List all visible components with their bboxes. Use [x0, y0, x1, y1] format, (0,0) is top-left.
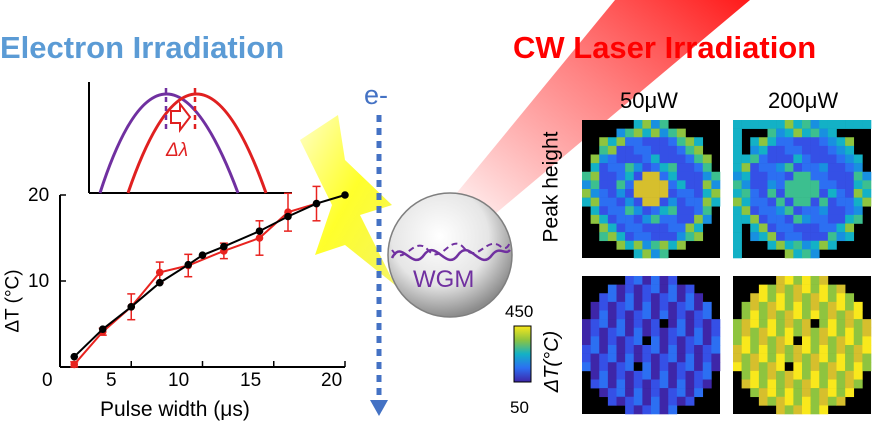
data-point [198, 251, 207, 259]
x-tick-label: 15 [240, 370, 262, 391]
map-col-label-50uw: 50μW [620, 88, 678, 113]
laser-title: CW Laser Irradiation [513, 30, 817, 65]
data-point [220, 242, 228, 251]
electron-title: Electron Irradiation [0, 30, 285, 65]
colorbar-max-label: 450 [505, 302, 534, 321]
inset-shift-label: Δλ [166, 140, 189, 161]
heatmap-peak-50uw [582, 120, 721, 259]
data-point [284, 212, 292, 221]
data-point [127, 303, 136, 311]
inset-purple-peak [98, 92, 240, 194]
x-axis-label: Pulse width (μs) [100, 398, 250, 421]
data-point [255, 234, 264, 242]
heatmap-grid [582, 120, 872, 415]
heatmap-temp-200uw [733, 276, 872, 415]
x-tick-label: 20 [321, 370, 343, 391]
data-point [312, 199, 321, 208]
x-tick-label: 10 [168, 370, 190, 391]
data-point [70, 352, 79, 361]
wgm-resonator [387, 192, 513, 318]
data-point [341, 191, 349, 199]
data-point [98, 325, 107, 333]
wgm-label: WGM [413, 266, 475, 293]
wgm-mode-dashed [391, 241, 511, 257]
temperature-chart [59, 185, 349, 369]
heatmap-peak-200uw [733, 120, 872, 259]
electron-beam-arrowhead [370, 400, 388, 416]
series-line [73, 194, 346, 358]
y-tick-label: 10 [28, 271, 50, 292]
data-point [255, 227, 264, 235]
data-point [70, 360, 79, 369]
data-point [155, 278, 164, 287]
inset-shift-arrow [170, 101, 192, 133]
electron-label: e- [364, 80, 389, 110]
data-point [184, 260, 193, 269]
y-tick-label: 20 [28, 185, 50, 206]
x-tick-label: 5 [106, 370, 117, 391]
data-point [155, 268, 164, 277]
laser-beam [455, 0, 750, 235]
electron-impact-bolt [300, 115, 395, 285]
wgm-mode-solid [390, 248, 511, 262]
series-line [73, 202, 317, 366]
x-tick-label: 0 [42, 370, 53, 391]
row-label-delta-t: ΔT(°C) [541, 330, 564, 393]
heatmap-temp-50uw [582, 276, 721, 415]
map-col-label-200uw: 200μW [768, 88, 839, 113]
inset-red-peak [126, 92, 268, 194]
row-label-peak-height: Peak height [539, 131, 563, 243]
colorbar [513, 325, 532, 383]
y-axis-label: ΔT (°C) [2, 269, 24, 333]
inset-spectrum [88, 82, 292, 194]
colorbar-min-label: 50 [510, 398, 529, 417]
